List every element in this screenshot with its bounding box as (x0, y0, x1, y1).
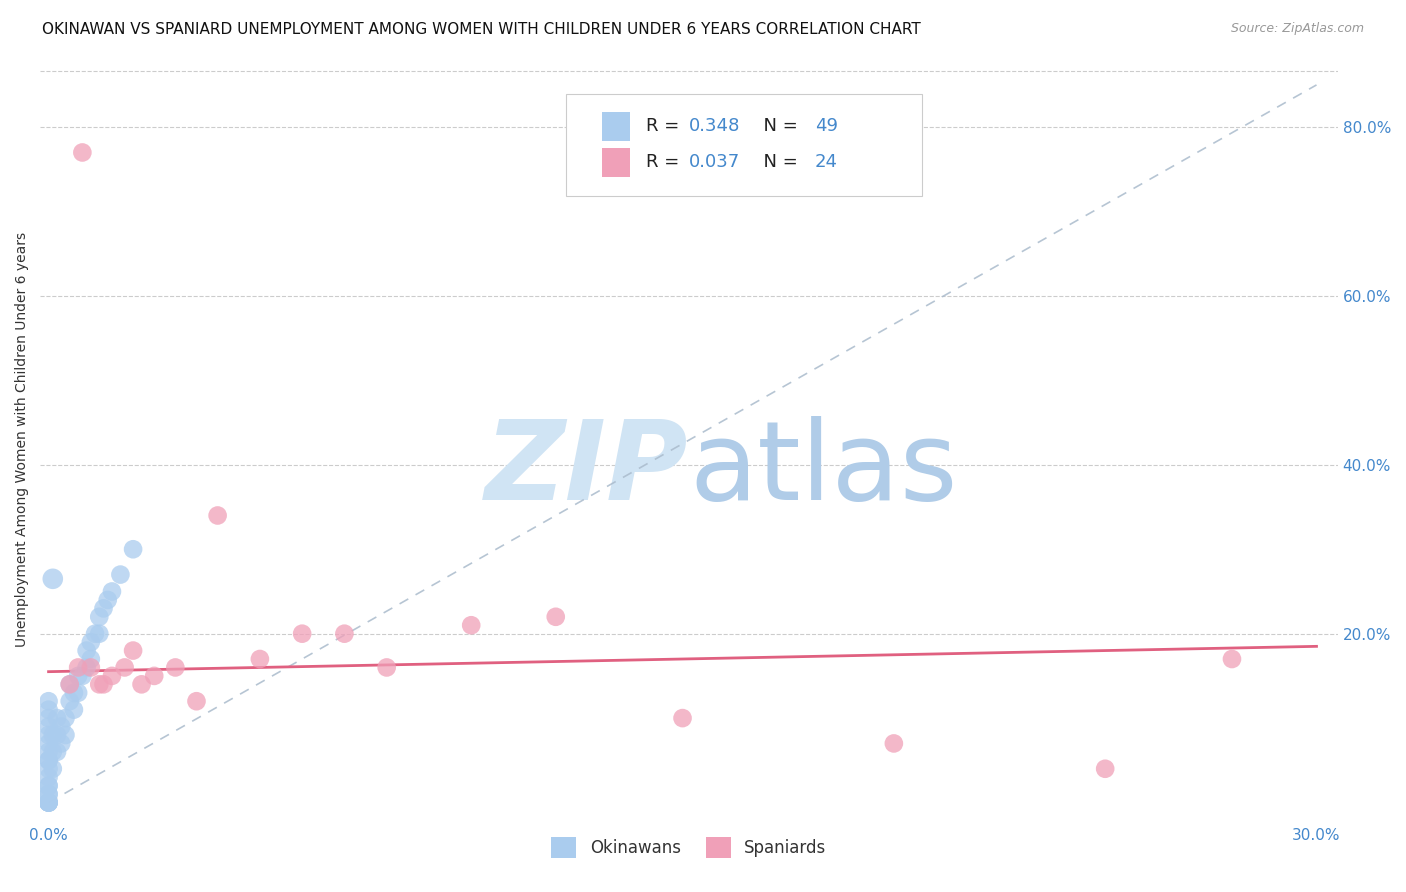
Point (42, 728, 65, 742)
Point (76, 660, 98, 674)
Text: R =: R = (645, 153, 685, 171)
Point (55, 711, 77, 725)
Text: 0.348: 0.348 (689, 118, 740, 136)
Point (51, 720, 73, 734)
Bar (602, 148, 630, 177)
Point (97, 593, 120, 607)
Point (122, 643, 145, 657)
Point (80, 652, 103, 666)
Point (89, 609, 111, 624)
Text: 0.037: 0.037 (689, 153, 740, 171)
Text: N =: N = (752, 118, 804, 136)
Point (63, 703, 86, 717)
Point (38, 779, 60, 793)
Point (76, 643, 98, 657)
Point (46, 711, 69, 725)
Point (186, 694, 208, 708)
Point (38, 796, 60, 810)
Point (38, 728, 60, 742)
Point (207, 508, 229, 523)
Point (38, 753, 60, 767)
Point (1094, 762, 1116, 776)
Point (38, 787, 60, 801)
Point (165, 660, 187, 674)
Y-axis label: Unemployment Among Women with Children Under 6 years: Unemployment Among Women with Children U… (15, 232, 30, 647)
Point (375, 660, 398, 674)
Point (42, 745, 65, 759)
Point (67, 686, 90, 700)
Point (93, 601, 115, 615)
Point (291, 626, 314, 640)
Point (67, 669, 90, 683)
Point (38, 796, 60, 810)
Point (38, 762, 60, 776)
Point (101, 584, 124, 599)
Point (46, 745, 69, 759)
Legend: Okinawans, Spaniards: Okinawans, Spaniards (544, 830, 832, 864)
Point (80, 635, 103, 649)
Point (131, 677, 153, 691)
Text: atlas: atlas (689, 417, 957, 524)
Point (101, 669, 124, 683)
Bar (602, 112, 630, 141)
Point (42, 762, 65, 776)
Point (72, 669, 94, 683)
Point (38, 711, 60, 725)
Point (114, 660, 136, 674)
Point (38, 745, 60, 759)
Point (671, 711, 693, 725)
Point (46, 728, 69, 742)
Point (89, 626, 111, 640)
Point (249, 652, 271, 666)
Point (38, 787, 60, 801)
Point (72, 145, 94, 160)
Point (42, 572, 65, 586)
Point (110, 567, 132, 582)
Point (59, 677, 82, 691)
Text: R =: R = (645, 118, 685, 136)
Point (89, 677, 111, 691)
Point (51, 736, 73, 750)
Point (38, 753, 60, 767)
Point (333, 626, 356, 640)
Text: 49: 49 (814, 118, 838, 136)
Point (93, 677, 115, 691)
Point (143, 669, 166, 683)
Point (63, 686, 86, 700)
Point (84, 626, 107, 640)
Point (1220, 652, 1243, 666)
Text: Source: ZipAtlas.com: Source: ZipAtlas.com (1230, 22, 1364, 36)
Text: N =: N = (752, 153, 804, 171)
FancyBboxPatch shape (565, 94, 922, 196)
Point (38, 779, 60, 793)
Point (59, 677, 82, 691)
Point (59, 694, 82, 708)
Point (38, 796, 60, 810)
Point (883, 736, 905, 750)
Point (544, 609, 567, 624)
Text: 24: 24 (814, 153, 838, 171)
Text: ZIP: ZIP (485, 417, 689, 524)
Point (55, 728, 77, 742)
Point (38, 796, 60, 810)
Point (38, 770, 60, 784)
Text: OKINAWAN VS SPANIARD UNEMPLOYMENT AMONG WOMEN WITH CHILDREN UNDER 6 YEARS CORREL: OKINAWAN VS SPANIARD UNEMPLOYMENT AMONG … (42, 22, 921, 37)
Point (38, 736, 60, 750)
Point (38, 796, 60, 810)
Point (38, 694, 60, 708)
Point (80, 660, 103, 674)
Point (460, 618, 482, 632)
Point (38, 703, 60, 717)
Point (67, 660, 90, 674)
Point (38, 720, 60, 734)
Point (122, 542, 145, 557)
